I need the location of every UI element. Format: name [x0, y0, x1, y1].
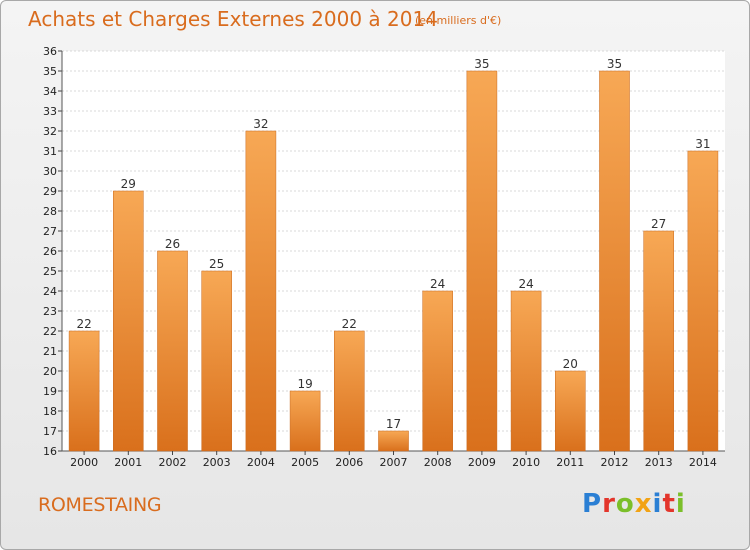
- data-label: 22: [76, 317, 91, 331]
- y-tick-label: 34: [43, 85, 57, 98]
- bar-2001: [113, 190, 144, 452]
- y-tick-label: 19: [43, 385, 57, 398]
- y-tick-label: 33: [43, 105, 57, 118]
- y-tick-label: 20: [43, 365, 57, 378]
- data-label: 32: [253, 117, 268, 131]
- x-tick-label: 2011: [556, 456, 584, 469]
- x-tick-label: 2004: [247, 456, 275, 469]
- data-label: 17: [386, 417, 401, 431]
- y-tick-label: 17: [43, 425, 57, 438]
- logo-letter: o: [615, 489, 635, 519]
- data-label: 27: [651, 217, 666, 231]
- x-tick-label: 2000: [70, 456, 98, 469]
- place-name: ROMESTAING: [38, 494, 162, 516]
- x-tick-label: 2012: [601, 456, 629, 469]
- x-tick-label: 2008: [424, 456, 452, 469]
- bars: 22 29 26 25 32 19 22 17 24 35 24 20 35 27 31: [68, 57, 719, 452]
- chart-subtitle: (en milliers d'€): [415, 14, 502, 27]
- data-label: 22: [342, 317, 357, 331]
- data-label: 31: [695, 137, 710, 151]
- chart-title: Achats et Charges Externes 2000 à 2014: [28, 7, 438, 31]
- bar-2002: [157, 250, 188, 452]
- data-label: 26: [165, 237, 180, 251]
- x-tick-label: 2006: [335, 456, 363, 469]
- y-tick-label: 31: [43, 145, 57, 158]
- x-tick-label: 2007: [380, 456, 408, 469]
- x-axis: 2000 2001 2002 2003 2004 2005 2006 2007 2008 2009…: [70, 451, 717, 469]
- y-tick-label: 23: [43, 305, 57, 318]
- y-tick-label: 27: [43, 225, 57, 238]
- x-tick-label: 2014: [689, 456, 717, 469]
- y-tick-label: 35: [43, 65, 57, 78]
- y-tick-label: 26: [43, 245, 57, 258]
- data-label: 29: [121, 177, 136, 191]
- logo-letter: i: [652, 489, 663, 519]
- proxiti-logo: Proxiti: [582, 489, 686, 519]
- y-tick-label: 36: [43, 45, 57, 58]
- x-tick-label: 2013: [645, 456, 673, 469]
- logo-letter: P: [582, 489, 603, 519]
- data-label: 24: [518, 277, 533, 291]
- y-tick-label: 16: [43, 445, 57, 458]
- bar-2009: [466, 70, 498, 452]
- y-tick-label: 28: [43, 205, 57, 218]
- x-tick-label: 2010: [512, 456, 540, 469]
- logo-letter: t: [662, 489, 676, 519]
- bar-2010: [510, 290, 542, 452]
- y-tick-label: 32: [43, 125, 57, 138]
- logo-letter: r: [602, 489, 616, 519]
- bar-2006: [334, 330, 365, 452]
- y-tick-label: 30: [43, 165, 57, 178]
- bar-2000: [68, 330, 100, 452]
- data-label: 19: [297, 377, 312, 391]
- y-tick-label: 21: [43, 345, 57, 358]
- data-label: 24: [430, 277, 445, 291]
- data-label: 35: [607, 57, 622, 71]
- y-tick-label: 29: [43, 185, 57, 198]
- x-tick-label: 2005: [291, 456, 319, 469]
- bar-2012: [599, 70, 630, 452]
- bar-2007: [378, 430, 409, 452]
- y-tick-label: 25: [43, 265, 57, 278]
- x-tick-label: 2003: [203, 456, 231, 469]
- bar-2005: [289, 390, 321, 452]
- y-tick-label: 18: [43, 405, 57, 418]
- data-label: 25: [209, 257, 224, 271]
- bar-2014: [687, 150, 719, 452]
- x-tick-label: 2002: [159, 456, 187, 469]
- data-label: 20: [563, 357, 578, 371]
- logo-letter: x: [634, 489, 653, 519]
- logo-letter: i: [675, 489, 686, 519]
- bar-2003: [201, 270, 232, 452]
- y-tick-label: 24: [43, 285, 57, 298]
- bar-2004: [245, 130, 277, 452]
- bar-2013: [643, 230, 674, 452]
- y-tick-label: 22: [43, 325, 57, 338]
- bar-2008: [422, 290, 453, 452]
- bar-2011: [555, 370, 586, 452]
- data-label: 35: [474, 57, 489, 71]
- x-tick-label: 2001: [114, 456, 142, 469]
- x-tick-label: 2009: [468, 456, 496, 469]
